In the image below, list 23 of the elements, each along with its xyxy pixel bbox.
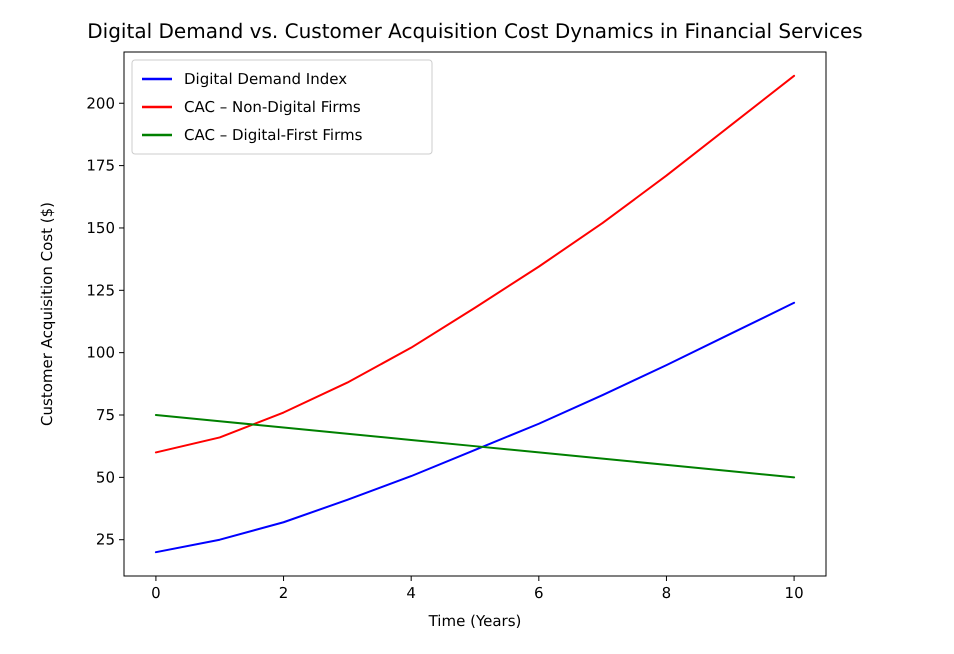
- x-tick-label: 8: [662, 584, 672, 602]
- line-series: [154, 302, 796, 554]
- legend-label: Digital Demand Index: [184, 70, 348, 88]
- x-tick-label: 0: [151, 584, 161, 602]
- y-tick-label: 175: [86, 156, 115, 175]
- legend-label: CAC – Digital-First Firms: [184, 126, 363, 144]
- y-tick-label: 125: [86, 281, 115, 300]
- x-tick-label: 10: [784, 584, 804, 602]
- y-tick-label: 50: [96, 468, 115, 486]
- y-tick-label: 100: [86, 344, 115, 362]
- y-axis-title: Customer Acquisition Cost ($): [38, 202, 56, 426]
- x-tick-label: 2: [278, 584, 288, 602]
- x-tick-label: 4: [406, 584, 416, 602]
- chart-title: Digital Demand vs. Customer Acquisition Cost Dynamics in Financial Services: [87, 19, 863, 43]
- y-tick-label: 150: [86, 218, 115, 237]
- x-tick-label: 6: [534, 584, 544, 602]
- y-tick-label: 200: [86, 94, 115, 112]
- y-tick-label: 75: [96, 406, 115, 424]
- line-series: [154, 74, 796, 454]
- line-series: [154, 414, 796, 478]
- x-axis-title: Time (Years): [428, 612, 522, 630]
- y-tick-label: 25: [96, 530, 115, 549]
- legend-label: CAC – Non-Digital Firms: [184, 98, 361, 116]
